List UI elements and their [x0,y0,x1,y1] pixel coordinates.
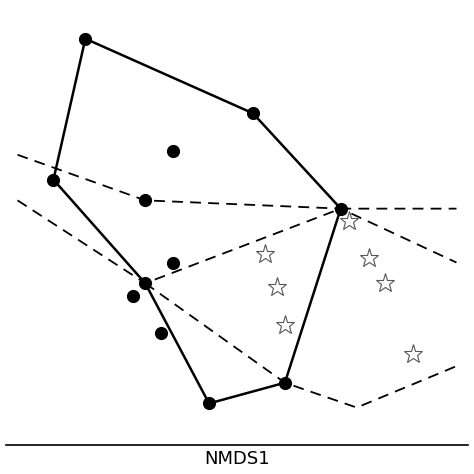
Point [169,147,177,155]
Point [141,197,149,204]
Point [141,280,149,287]
Point [249,109,257,117]
Point [82,35,89,43]
Point [50,176,57,183]
Point [205,400,213,407]
Point [129,292,137,300]
Point [337,205,345,212]
Point [169,259,177,266]
Point [281,379,289,386]
Point [157,329,165,337]
X-axis label: NMDS1: NMDS1 [204,450,270,468]
